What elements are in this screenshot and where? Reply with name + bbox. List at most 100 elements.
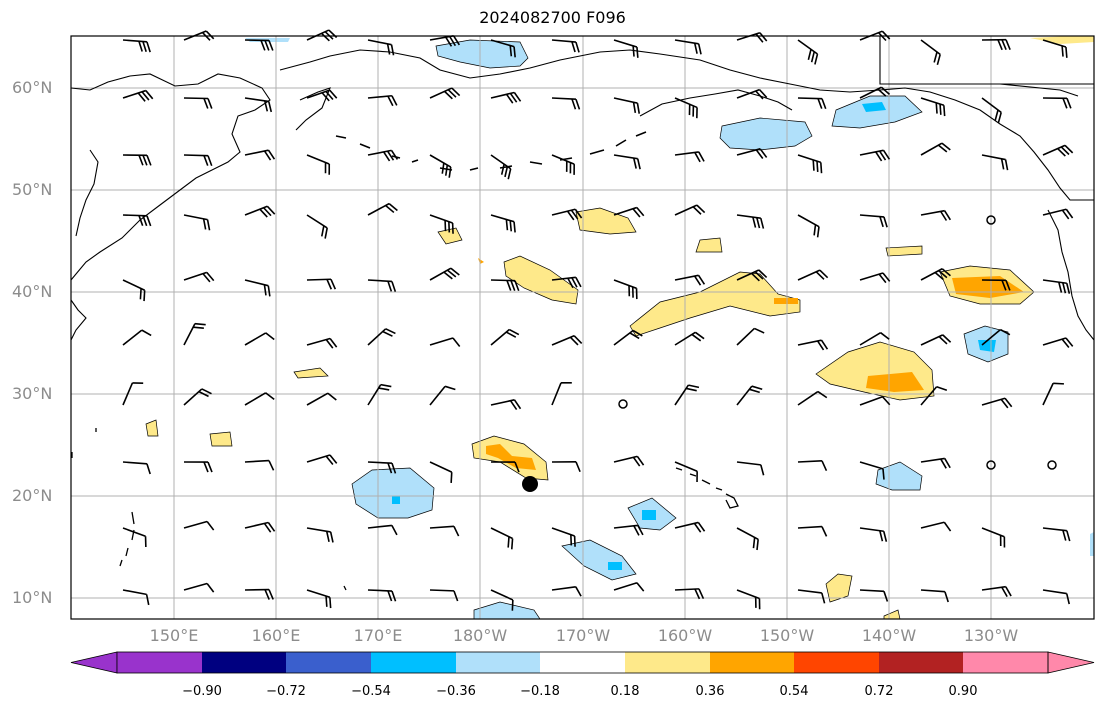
wind-barb — [1042, 527, 1071, 542]
wind-barb — [981, 279, 1011, 291]
wind-barb — [981, 97, 1002, 124]
lon-label-150e: 150°E — [149, 626, 199, 645]
wind-barb — [367, 524, 398, 536]
colorbar-segment — [879, 652, 963, 673]
colorbar-segment — [540, 652, 625, 673]
pos-region — [629, 271, 801, 337]
wind-barb — [183, 520, 215, 531]
pos-region — [145, 419, 159, 437]
wind-barb — [429, 87, 461, 100]
wind-barb — [490, 399, 522, 411]
wind-barb — [122, 382, 144, 406]
wind-barb — [244, 205, 276, 218]
wind-barb — [551, 208, 583, 221]
calm-circle — [618, 399, 628, 409]
wind-barb — [981, 527, 1006, 548]
wind-barb — [183, 271, 215, 283]
wind-barb — [981, 154, 1009, 171]
wind-barb — [674, 588, 705, 600]
wind-barb — [736, 527, 759, 551]
wind-barb — [736, 461, 765, 476]
neg-core — [642, 510, 656, 520]
pos-region — [825, 573, 853, 603]
lat-label-40n: 40°N — [12, 282, 53, 301]
calm-circle — [986, 215, 996, 225]
wind-barb — [183, 582, 215, 593]
wind-barb — [674, 521, 706, 533]
wind-barb — [122, 461, 151, 475]
colorbar-frame — [116, 651, 1049, 674]
colorbar-tick: −0.72 — [266, 684, 306, 699]
wind-barb — [1042, 279, 1071, 294]
wind-barb — [736, 589, 761, 610]
wind-barb — [674, 151, 705, 163]
wind-barb — [122, 154, 152, 166]
wind-barb — [244, 588, 274, 600]
colorbar-segment — [117, 652, 202, 673]
wind-barb — [797, 460, 828, 471]
lon-label-150w: 150°W — [759, 626, 815, 645]
wind-barb — [429, 154, 452, 178]
wind-barb — [859, 461, 885, 480]
lon-label-160e: 160°E — [251, 626, 301, 645]
wind-barb — [551, 39, 580, 53]
wind-barb — [429, 385, 456, 406]
wind-barb — [367, 94, 398, 107]
wind-barb — [551, 381, 572, 406]
wind-barb — [429, 589, 459, 602]
neg-core — [608, 562, 622, 570]
wind-barb — [306, 589, 332, 609]
wind-barb — [1042, 39, 1068, 58]
wind-barb — [859, 527, 888, 542]
wind-barb — [859, 149, 891, 162]
colorbar-segment — [456, 652, 540, 673]
neg-region — [473, 601, 541, 620]
wind-barb — [920, 334, 952, 346]
tc-position-marker — [522, 476, 538, 492]
coastline-na-west — [1047, 209, 1095, 341]
wind-barb — [490, 279, 520, 292]
border-line — [999, 83, 1079, 97]
wind-barb — [736, 148, 768, 159]
wind-barb — [797, 390, 828, 406]
wind-barb — [429, 337, 461, 347]
wind-barb — [736, 88, 768, 100]
wind-barb — [613, 206, 645, 218]
pos-core — [486, 444, 536, 470]
wind-barb — [490, 527, 514, 550]
wind-barb — [1042, 97, 1072, 109]
wind-barb — [981, 328, 1011, 346]
wind-barb — [183, 388, 212, 406]
border-yukon — [879, 36, 1094, 85]
neg-core — [392, 496, 400, 504]
neg-region — [351, 467, 435, 519]
coastline-peninsula — [639, 89, 793, 117]
pos-core — [866, 372, 924, 392]
pos-core — [774, 298, 798, 304]
wind-barb — [1042, 382, 1064, 406]
wind-barb — [859, 395, 891, 406]
wind-barb — [490, 328, 520, 346]
wind-barb — [122, 39, 151, 53]
wind-barbs — [122, 29, 1074, 611]
wind-barb — [367, 39, 395, 56]
neg-core — [862, 102, 886, 112]
neg-region — [719, 117, 813, 151]
wind-barb — [183, 214, 211, 231]
lat-label-10n: 10°N — [12, 588, 53, 607]
wind-barb — [183, 154, 213, 167]
wind-barb — [1042, 144, 1074, 157]
neg-region — [831, 95, 923, 129]
wind-barb — [981, 397, 1013, 409]
wind-barb — [736, 214, 765, 229]
negative-anomaly-regions — [245, 38, 1094, 620]
colorbar-segment — [963, 652, 1048, 673]
lon-label-140w: 140°W — [861, 626, 917, 645]
coastline-asia — [70, 73, 271, 281]
lat-label-50n: 50°N — [12, 180, 53, 199]
wind-barb — [920, 268, 951, 281]
coastlines — [70, 36, 1095, 341]
island-scatter-west — [71, 428, 347, 591]
colorbar-tick: 0.54 — [779, 684, 809, 699]
colorbar-tick: 0.90 — [948, 684, 978, 699]
